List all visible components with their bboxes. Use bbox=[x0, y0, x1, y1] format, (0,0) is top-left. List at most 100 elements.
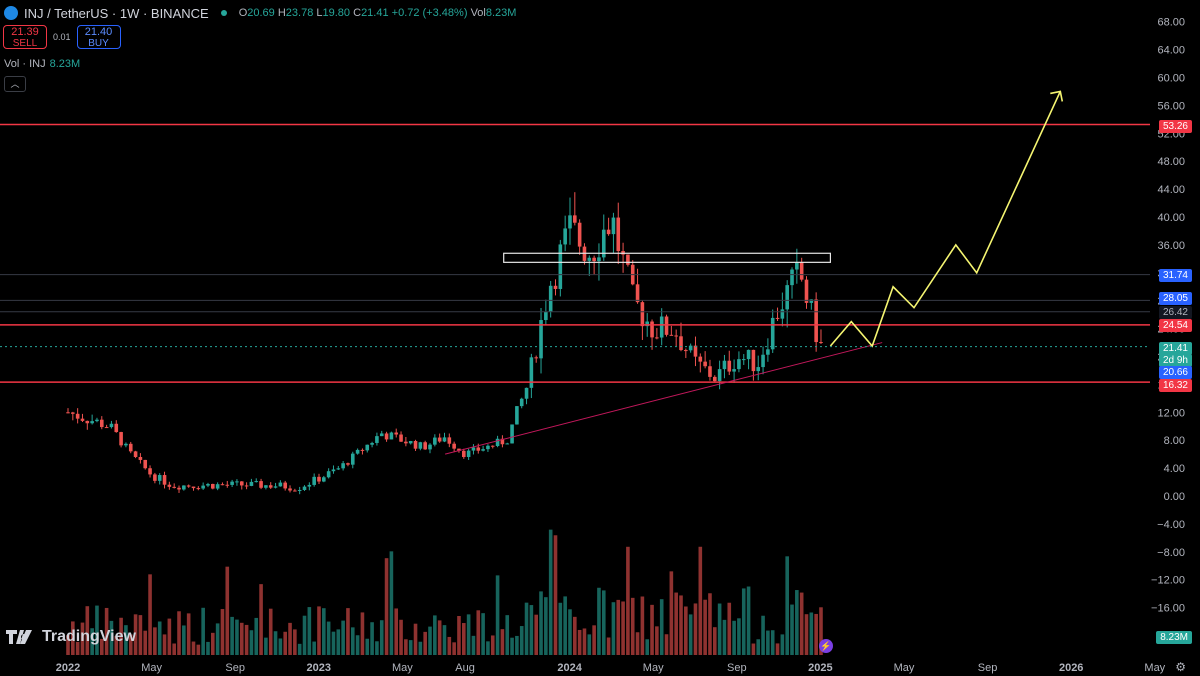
candle-body bbox=[698, 356, 703, 362]
ohlc-values: O20.69 H23.78 L19.80 C21.41 +0.72 (+3.48… bbox=[238, 7, 517, 19]
price-tick-label: 68.00 bbox=[1157, 17, 1185, 29]
candle-body bbox=[138, 456, 143, 460]
volume-bar bbox=[408, 640, 413, 655]
candle-body bbox=[795, 262, 799, 270]
volume-bar bbox=[611, 602, 616, 655]
tradingview-icon bbox=[6, 630, 32, 644]
candle-body bbox=[259, 481, 263, 488]
volume-bar bbox=[650, 604, 654, 655]
candle-body bbox=[157, 475, 162, 481]
volume-bar bbox=[297, 643, 302, 655]
candle-body bbox=[312, 476, 316, 485]
candle-body bbox=[365, 444, 370, 451]
candle-body bbox=[761, 354, 765, 368]
price-tick-label: −4.00 bbox=[1157, 519, 1185, 531]
volume-bar bbox=[626, 546, 630, 655]
tag-mid-line: 24.54 bbox=[1158, 319, 1192, 332]
volume-bar bbox=[495, 575, 500, 655]
candle-body bbox=[635, 284, 640, 303]
volume-bar bbox=[90, 628, 94, 655]
tag-resistance-a: 31.74 bbox=[1158, 269, 1192, 282]
volume-bar bbox=[423, 631, 427, 655]
volume-bar bbox=[322, 608, 326, 655]
candle-body bbox=[167, 484, 172, 487]
volume-bar bbox=[519, 626, 524, 655]
candle-body bbox=[452, 443, 456, 449]
volume-bar bbox=[606, 637, 611, 655]
candle-body bbox=[809, 299, 814, 303]
volume-bar bbox=[428, 626, 432, 655]
volume-bar bbox=[621, 601, 625, 655]
candle-body bbox=[268, 485, 273, 488]
volume-bar bbox=[293, 629, 297, 655]
candle-body bbox=[322, 477, 326, 482]
candle-body bbox=[254, 481, 259, 483]
candle-body bbox=[360, 449, 365, 451]
volume-bar bbox=[196, 644, 201, 655]
candle-body bbox=[476, 447, 481, 451]
price-tick-label: 44.00 bbox=[1157, 184, 1185, 196]
price-tick-label: 0.00 bbox=[1164, 491, 1185, 503]
candle-body bbox=[592, 257, 596, 262]
volume-bar bbox=[515, 635, 519, 655]
buy-button[interactable]: 21.40 BUY bbox=[76, 25, 121, 49]
volume-bar bbox=[244, 624, 249, 655]
sell-button[interactable]: 21.39 SELL bbox=[3, 25, 47, 49]
time-tick-label: May bbox=[141, 662, 162, 674]
tag-resistance-c: 26.42 bbox=[1158, 306, 1192, 319]
time-tick-label: 2024 bbox=[557, 662, 582, 674]
candle-body bbox=[278, 482, 283, 487]
candle-body bbox=[717, 369, 722, 382]
volume-bar bbox=[307, 607, 312, 655]
volume-bar bbox=[278, 638, 283, 655]
candle-body bbox=[109, 423, 114, 428]
time-axis: 2022 May Sep 2023 May Aug 2024 May Sep 2025 May Sep… bbox=[56, 662, 1166, 674]
candle-body bbox=[655, 337, 659, 339]
candle-body bbox=[389, 432, 394, 440]
candle-body bbox=[418, 442, 423, 449]
volume-bar bbox=[331, 631, 336, 655]
candle-body bbox=[770, 317, 775, 350]
volume-bar bbox=[177, 611, 181, 655]
volume-bar bbox=[746, 586, 751, 655]
volume-bar bbox=[785, 556, 789, 655]
candle-body bbox=[461, 450, 466, 458]
candle-body bbox=[211, 483, 215, 489]
candle-body bbox=[447, 437, 452, 444]
volume-bar bbox=[669, 571, 674, 655]
volume-bar bbox=[799, 592, 804, 655]
volume-bar bbox=[148, 574, 152, 655]
lightning-icon[interactable]: ⚡ bbox=[819, 639, 833, 653]
gear-icon[interactable]: ⚙ bbox=[1175, 660, 1186, 674]
candle-body bbox=[674, 335, 678, 337]
symbol-title[interactable]: INJ / TetherUS · 1W · BINANCE bbox=[24, 5, 209, 21]
volume-bar bbox=[751, 643, 756, 655]
candle-body bbox=[302, 486, 307, 490]
candle-body bbox=[626, 254, 630, 265]
candle-body bbox=[172, 486, 176, 488]
volume-bar bbox=[95, 605, 99, 655]
volume-bar bbox=[819, 607, 823, 655]
candle-body bbox=[722, 360, 727, 370]
volume-bar bbox=[225, 566, 230, 655]
candle-body bbox=[85, 420, 90, 424]
candle-body bbox=[66, 412, 70, 414]
time-tick-label: Sep bbox=[978, 662, 998, 674]
volume-legend[interactable]: Vol · INJ 8.23M bbox=[4, 58, 81, 70]
candle-body bbox=[288, 488, 292, 491]
volume-bar bbox=[317, 606, 321, 655]
candle-body bbox=[775, 317, 780, 319]
volume-bar bbox=[635, 632, 640, 655]
candle-body bbox=[659, 316, 664, 338]
candle-body bbox=[239, 481, 244, 486]
volume-bar bbox=[264, 637, 268, 655]
volume-bar bbox=[442, 625, 447, 655]
candle-body bbox=[741, 359, 746, 361]
candle-body bbox=[408, 440, 413, 444]
volume-bar bbox=[312, 641, 316, 655]
price-tick-label: 48.00 bbox=[1157, 156, 1185, 168]
volume-bar bbox=[355, 635, 360, 655]
chevron-up-icon[interactable]: ︿ bbox=[4, 76, 26, 92]
candle-body bbox=[80, 418, 85, 421]
